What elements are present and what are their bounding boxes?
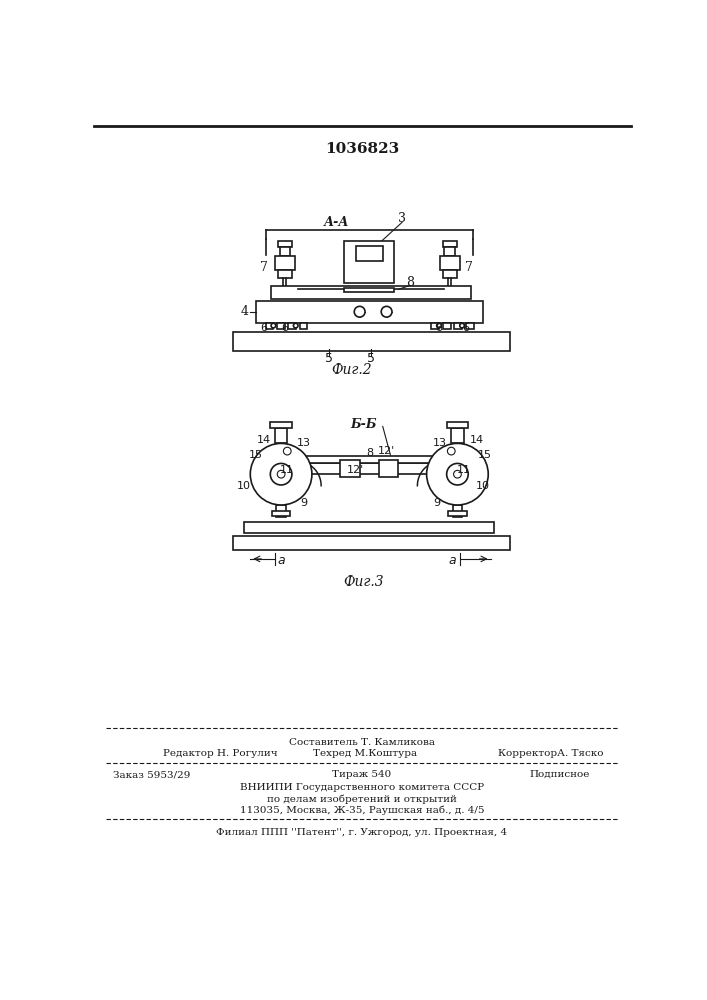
Text: 10: 10	[237, 481, 251, 491]
Bar	[379, 460, 398, 477]
Bar	[275, 256, 295, 270]
Text: 14: 14	[469, 435, 484, 445]
Text: 113035, Москва, Ж-35, Раушская наб., д. 4/5: 113035, Москва, Ж-35, Раушская наб., д. …	[240, 806, 484, 815]
Text: Редактор Н. Рогулич: Редактор Н. Рогулич	[163, 749, 278, 758]
Bar	[281, 463, 457, 474]
Bar	[275, 428, 287, 443]
Circle shape	[277, 470, 285, 478]
Text: 1036823: 1036823	[325, 142, 399, 156]
Text: 8: 8	[406, 276, 414, 289]
Text: a: a	[277, 554, 285, 567]
Circle shape	[426, 443, 489, 505]
Bar	[270, 422, 292, 428]
Bar	[443, 241, 457, 247]
Text: Тираж 540: Тираж 540	[332, 770, 392, 779]
Text: ВНИИПИ Государственного комитета СССР: ВНИИПИ Государственного комитета СССР	[240, 783, 484, 792]
Text: по делам изобретений и открытий: по делам изобретений и открытий	[267, 794, 457, 804]
Text: 5: 5	[367, 352, 375, 365]
Polygon shape	[274, 307, 288, 316]
Bar	[281, 456, 457, 463]
Text: 8: 8	[366, 448, 373, 458]
Circle shape	[250, 443, 312, 505]
Circle shape	[447, 463, 468, 485]
Bar	[451, 428, 464, 443]
Text: Техред М.Коштура: Техред М.Коштура	[313, 749, 418, 758]
Bar	[344, 288, 395, 292]
Bar	[279, 247, 291, 256]
Circle shape	[293, 323, 298, 328]
Circle shape	[270, 463, 292, 485]
Polygon shape	[431, 307, 447, 316]
Bar	[356, 246, 382, 261]
Bar	[448, 511, 467, 516]
Text: А-А: А-А	[324, 216, 349, 229]
Text: КорректорА. Тяско: КорректорА. Тяско	[498, 749, 604, 758]
Circle shape	[271, 323, 276, 328]
Bar	[244, 522, 494, 533]
Circle shape	[284, 447, 291, 455]
Bar	[340, 460, 360, 477]
Bar	[288, 323, 296, 329]
Text: Фиг.2: Фиг.2	[332, 363, 373, 377]
Text: 11: 11	[457, 465, 471, 475]
Text: 6: 6	[436, 323, 443, 333]
Text: Б-Б: Б-Б	[350, 418, 377, 431]
Polygon shape	[292, 307, 308, 316]
Text: 6: 6	[462, 323, 469, 333]
Bar	[431, 323, 439, 329]
Text: 15: 15	[478, 450, 492, 460]
Bar	[277, 323, 285, 329]
Text: 6: 6	[281, 323, 288, 333]
Circle shape	[454, 470, 461, 478]
Text: Составитель Т. Камликова: Составитель Т. Камликова	[289, 738, 435, 747]
Bar	[444, 247, 455, 256]
Bar	[233, 332, 510, 351]
Text: 4: 4	[240, 305, 248, 318]
Bar	[266, 323, 274, 329]
Bar	[256, 301, 483, 323]
Text: Заказ 5953/29: Заказ 5953/29	[113, 770, 191, 779]
Bar	[271, 286, 472, 299]
Text: Филиал ППП ''Патент'', г. Ужгород, ул. Проектная, 4: Филиал ППП ''Патент'', г. Ужгород, ул. П…	[216, 828, 508, 837]
Bar	[443, 323, 450, 329]
Bar	[452, 505, 462, 517]
Text: a: a	[448, 554, 456, 567]
Bar	[278, 241, 292, 247]
Bar	[466, 323, 474, 329]
Text: 3: 3	[398, 212, 406, 225]
Bar	[272, 511, 291, 516]
Text: 14: 14	[257, 435, 271, 445]
Text: 9: 9	[300, 498, 307, 508]
Circle shape	[437, 323, 441, 328]
Text: 9: 9	[433, 498, 440, 508]
Text: Фиг.3: Фиг.3	[343, 575, 384, 589]
Text: 12': 12'	[378, 446, 395, 456]
Text: Подписное: Подписное	[529, 770, 590, 779]
Text: 15: 15	[249, 450, 263, 460]
Text: 7: 7	[260, 261, 268, 274]
Text: 5: 5	[325, 352, 333, 365]
Bar	[447, 422, 468, 428]
Text: 13: 13	[433, 438, 447, 448]
Bar	[443, 270, 457, 278]
Bar	[278, 270, 292, 278]
Bar	[276, 505, 286, 517]
Circle shape	[448, 447, 455, 455]
Text: 10: 10	[476, 481, 490, 491]
Bar	[300, 323, 308, 329]
Bar	[455, 323, 462, 329]
Text: 6: 6	[261, 323, 268, 333]
Circle shape	[460, 323, 464, 328]
Circle shape	[381, 306, 392, 317]
Text: 13: 13	[297, 438, 311, 448]
Bar	[344, 241, 395, 283]
Text: 7: 7	[465, 261, 473, 274]
Text: 11: 11	[279, 465, 293, 475]
Circle shape	[354, 306, 365, 317]
Polygon shape	[450, 307, 465, 316]
Text: 12': 12'	[347, 465, 364, 475]
Bar	[233, 536, 510, 550]
Bar	[440, 256, 460, 270]
